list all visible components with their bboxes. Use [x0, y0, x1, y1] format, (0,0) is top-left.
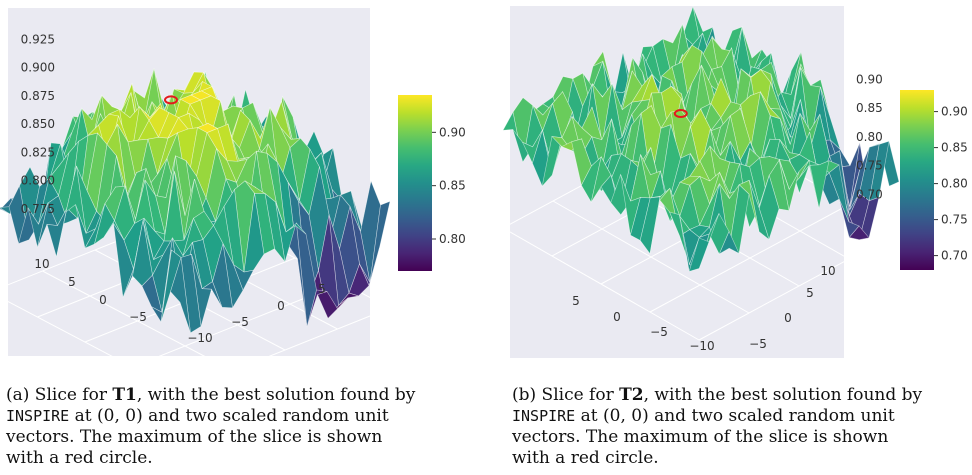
colorbar: [398, 95, 432, 271]
z-tick-label: 0.775: [21, 202, 55, 216]
caption-a-tool: INSPIRE: [6, 407, 70, 425]
caption-a: (a) Slice for T1, with the best solution…: [6, 385, 468, 469]
caption-a-target: T1: [112, 385, 137, 405]
y-tick-label: 5: [318, 282, 326, 296]
caption-b-target: T2: [619, 385, 644, 405]
surface: [502, 5, 900, 272]
figure-b: 0.70 0.75 0.80 0.85 0.90 5 0 −5 −10 10 5 0 −5 0.90 0.8…: [496, 0, 972, 475]
z-tick-label: 0.800: [21, 174, 55, 188]
figure-a: 0.775 0.800 0.825 0.850 0.875 0.900 0.925 10 5 0−…: [0, 0, 480, 475]
caption-a-mid: , with the best solution found by: [136, 385, 416, 405]
x-tick-label: 0: [613, 310, 621, 324]
surface-facet: [688, 237, 710, 272]
y-tick-label: 0: [277, 299, 285, 313]
z-tick-label: 0.900: [21, 61, 55, 75]
colorbar-tick-label: 0.80: [439, 232, 466, 246]
y-tick-label: −5: [749, 337, 767, 351]
x-tick-label: −5: [129, 310, 147, 324]
z-tick-label: 0.70: [856, 187, 883, 201]
colorbar-tick-label: 0.80: [941, 177, 968, 191]
y-tick-label: 10: [820, 264, 835, 278]
z-tick-label: 0.90: [856, 72, 883, 86]
x-tick-label: 5: [68, 275, 76, 289]
caption-a-prefix: (a) Slice for: [6, 385, 113, 405]
y-tick-label: −10: [187, 331, 212, 345]
x-tick-label: 5: [572, 294, 580, 308]
caption-b-mid: , with the best solution found by: [643, 385, 923, 405]
caption-b-rest3: with a red circle.: [512, 448, 659, 468]
surface-facet: [170, 257, 191, 334]
surface-plot-a: 0.7750.8000.8250.8500.8750.9000.9251050−…: [0, 8, 466, 393]
caption-a-rest3: with a red circle.: [6, 448, 153, 468]
z-tick-label: 0.80: [856, 130, 883, 144]
colorbar-tick-label: 0.90: [941, 105, 968, 119]
maximum-marker: [673, 109, 688, 119]
colorbar: [900, 90, 934, 270]
colorbar-tick-label: 0.70: [941, 249, 968, 263]
z-tick-label: 0.875: [21, 89, 55, 103]
caption-b-prefix: (b) Slice for: [512, 385, 620, 405]
z-tick-label: 0.850: [21, 117, 55, 131]
y-tick-label: 5: [806, 286, 814, 300]
caption-a-rest2: vectors. The maximum of the slice is sho…: [6, 427, 383, 447]
x-tick-label: 10: [34, 257, 49, 271]
caption-b-tool: INSPIRE: [512, 407, 576, 425]
surface-plot-b: 0.700.750.800.850.9050−5−101050−50.900.8…: [502, 5, 968, 358]
maximum-marker: [164, 95, 178, 105]
z-tick-label: 0.825: [21, 145, 55, 159]
caption-a-rest1: at (0, 0) and two scaled random unit: [69, 406, 389, 426]
colorbar-tick-label: 0.90: [439, 125, 466, 139]
y-tick-label: −5: [231, 315, 249, 329]
z-tick-label: 0.85: [856, 101, 883, 115]
x-tick-label: −5: [650, 325, 668, 339]
caption-b: (b) Slice for T2, with the best solution…: [512, 385, 966, 469]
z-tick-label: 0.75: [856, 159, 883, 173]
x-tick-label: 0: [99, 293, 107, 307]
colorbar-tick-label: 0.85: [941, 141, 968, 155]
x-tick-label: −10: [689, 339, 714, 353]
caption-b-rest2: vectors. The maximum of the slice is sho…: [512, 427, 889, 447]
surface: [0, 67, 391, 334]
colorbar-tick-label: 0.75: [941, 213, 968, 227]
colorbar-tick-label: 0.85: [439, 179, 466, 193]
caption-b-rest1: at (0, 0) and two scaled random unit: [575, 406, 895, 426]
z-tick-label: 0.925: [21, 32, 55, 46]
y-tick-label: 0: [784, 311, 792, 325]
